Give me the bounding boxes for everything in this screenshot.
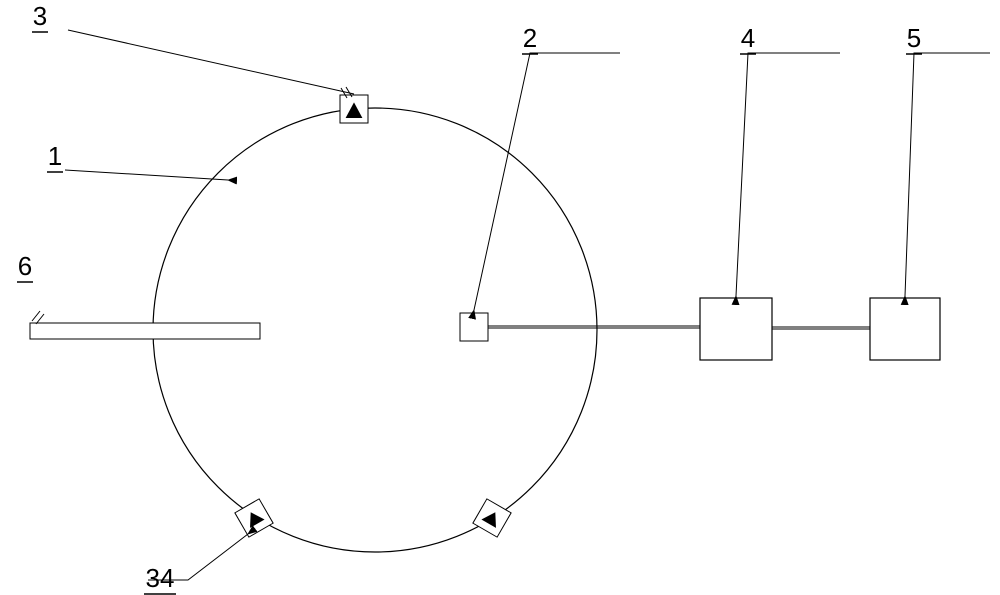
box-5 <box>870 298 940 360</box>
label-4: 4 <box>741 23 755 53</box>
label-6: 6 <box>18 251 32 281</box>
leader-1 <box>65 170 228 180</box>
box-6 <box>30 323 260 339</box>
leader-4 <box>736 53 840 296</box>
label-2: 2 <box>523 23 537 53</box>
box-34-left <box>235 499 273 537</box>
label-1: 1 <box>48 141 62 171</box>
box-2 <box>460 313 488 341</box>
leader-6-tick1 <box>32 311 40 321</box>
leader-3 <box>68 30 354 94</box>
label-5: 5 <box>907 23 921 53</box>
box-4 <box>700 298 772 360</box>
label-34: 34 <box>146 563 175 593</box>
leader-5 <box>905 53 990 296</box>
label-3: 3 <box>33 1 47 31</box>
leader-2 <box>474 53 620 310</box>
box-34-right <box>473 499 511 537</box>
